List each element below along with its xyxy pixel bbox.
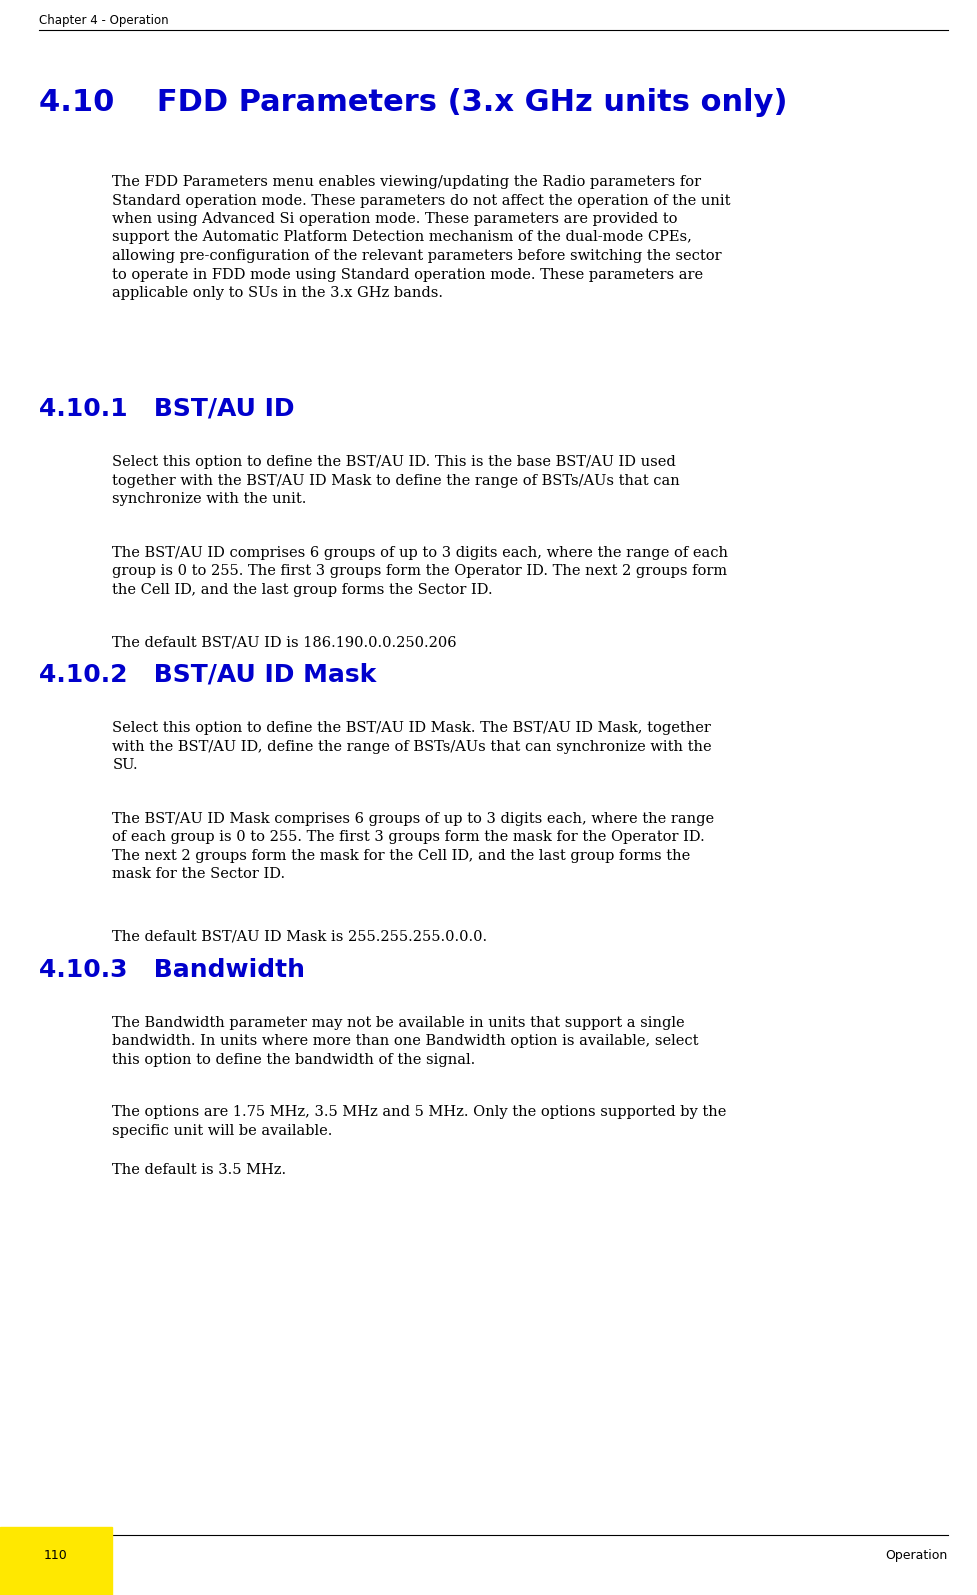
Text: Standard operation mode. These parameters do not affect the operation of the uni: Standard operation mode. These parameter… xyxy=(112,193,731,207)
Text: The FDD Parameters menu enables viewing/updating the Radio parameters for: The FDD Parameters menu enables viewing/… xyxy=(112,175,701,188)
Text: 4.10.2   BST/AU ID Mask: 4.10.2 BST/AU ID Mask xyxy=(39,664,376,687)
Text: with the BST/AU ID, define the range of BSTs/AUs that can synchronize with the: with the BST/AU ID, define the range of … xyxy=(112,740,712,753)
Text: support the Automatic Platform Detection mechanism of the dual-mode CPEs,: support the Automatic Platform Detection… xyxy=(112,231,693,244)
Text: applicable only to SUs in the 3.x GHz bands.: applicable only to SUs in the 3.x GHz ba… xyxy=(112,286,444,300)
Text: 110: 110 xyxy=(44,1549,67,1562)
Text: SU.: SU. xyxy=(112,758,138,772)
Text: The Bandwidth parameter may not be available in units that support a single: The Bandwidth parameter may not be avail… xyxy=(112,1016,685,1030)
Bar xyxy=(0,1526,112,1595)
Text: group is 0 to 255. The first 3 groups form the Operator ID. The next 2 groups fo: group is 0 to 255. The first 3 groups fo… xyxy=(112,565,728,579)
Text: The BST/AU ID comprises 6 groups of up to 3 digits each, where the range of each: The BST/AU ID comprises 6 groups of up t… xyxy=(112,545,729,560)
Text: when using Advanced Si operation mode. These parameters are provided to: when using Advanced Si operation mode. T… xyxy=(112,212,678,226)
Text: Chapter 4 - Operation: Chapter 4 - Operation xyxy=(39,14,169,27)
Text: The default BST/AU ID Mask is 255.255.255.0.0.0.: The default BST/AU ID Mask is 255.255.25… xyxy=(112,930,488,944)
Text: 4.10    FDD Parameters (3.x GHz units only): 4.10 FDD Parameters (3.x GHz units only) xyxy=(39,88,787,116)
Text: specific unit will be available.: specific unit will be available. xyxy=(112,1123,333,1137)
Text: together with the BST/AU ID Mask to define the range of BSTs/AUs that can: together with the BST/AU ID Mask to defi… xyxy=(112,474,680,488)
Text: the Cell ID, and the last group forms the Sector ID.: the Cell ID, and the last group forms th… xyxy=(112,584,493,597)
Text: of each group is 0 to 255. The first 3 groups form the mask for the Operator ID.: of each group is 0 to 255. The first 3 g… xyxy=(112,831,705,844)
Text: Operation: Operation xyxy=(885,1549,948,1562)
Text: mask for the Sector ID.: mask for the Sector ID. xyxy=(112,868,285,882)
Text: The BST/AU ID Mask comprises 6 groups of up to 3 digits each, where the range: The BST/AU ID Mask comprises 6 groups of… xyxy=(112,812,714,826)
Text: bandwidth. In units where more than one Bandwidth option is available, select: bandwidth. In units where more than one … xyxy=(112,1035,699,1048)
Text: 4.10.3   Bandwidth: 4.10.3 Bandwidth xyxy=(39,959,305,983)
Text: Select this option to define the BST/AU ID Mask. The BST/AU ID Mask, together: Select this option to define the BST/AU … xyxy=(112,721,711,735)
Text: synchronize with the unit.: synchronize with the unit. xyxy=(112,491,307,506)
Text: this option to define the bandwidth of the signal.: this option to define the bandwidth of t… xyxy=(112,1053,476,1067)
Text: 4.10.1   BST/AU ID: 4.10.1 BST/AU ID xyxy=(39,397,295,421)
Text: Select this option to define the BST/AU ID. This is the base BST/AU ID used: Select this option to define the BST/AU … xyxy=(112,455,676,469)
Text: allowing pre-configuration of the relevant parameters before switching the secto: allowing pre-configuration of the releva… xyxy=(112,249,722,263)
Text: The default BST/AU ID is 186.190.0.0.250.206: The default BST/AU ID is 186.190.0.0.250… xyxy=(112,635,457,649)
Text: to operate in FDD mode using Standard operation mode. These parameters are: to operate in FDD mode using Standard op… xyxy=(112,268,703,281)
Text: The options are 1.75 MHz, 3.5 MHz and 5 MHz. Only the options supported by the: The options are 1.75 MHz, 3.5 MHz and 5 … xyxy=(112,1105,727,1120)
Text: The next 2 groups form the mask for the Cell ID, and the last group forms the: The next 2 groups form the mask for the … xyxy=(112,849,691,863)
Text: The default is 3.5 MHz.: The default is 3.5 MHz. xyxy=(112,1163,286,1177)
